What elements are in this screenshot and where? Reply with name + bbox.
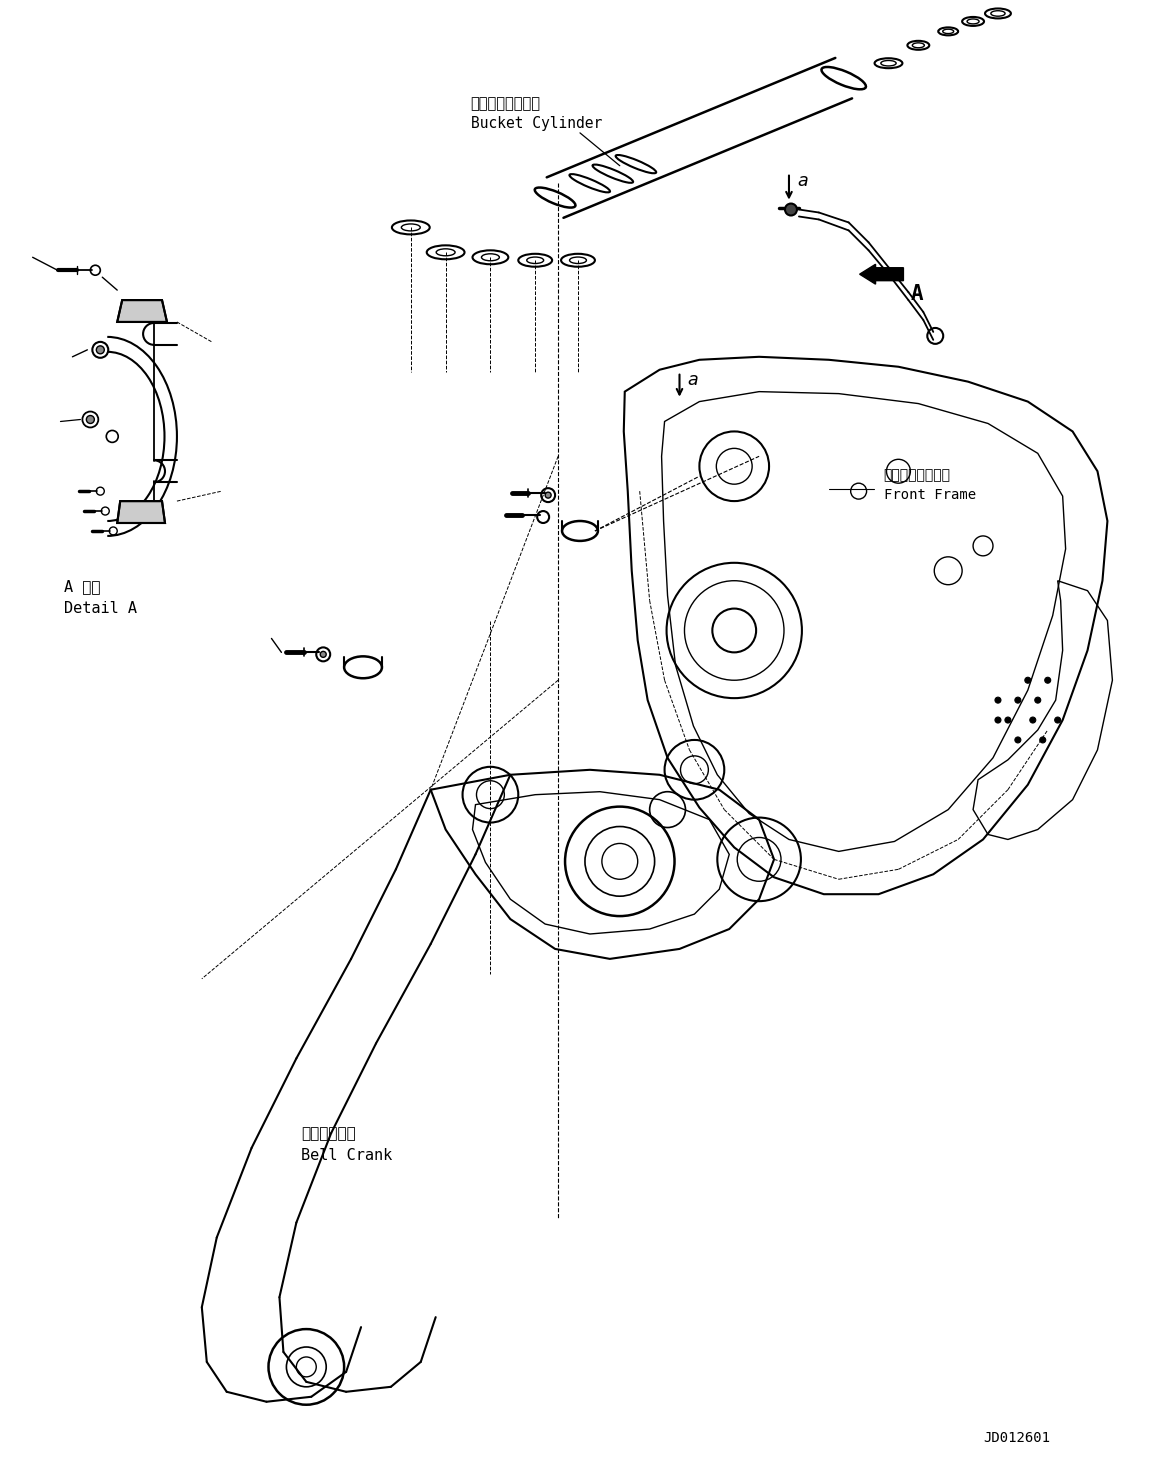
Circle shape: [86, 415, 95, 424]
Text: ベルクランク: ベルクランク: [301, 1126, 356, 1141]
Text: Detail A: Detail A: [65, 600, 137, 615]
Text: A: A: [911, 284, 924, 305]
Circle shape: [785, 204, 797, 216]
Circle shape: [97, 345, 104, 354]
Circle shape: [995, 696, 1001, 704]
Polygon shape: [118, 300, 167, 322]
Circle shape: [1030, 717, 1035, 723]
Circle shape: [545, 492, 551, 498]
Circle shape: [1040, 737, 1046, 743]
Circle shape: [1034, 696, 1041, 704]
FancyArrow shape: [860, 264, 904, 284]
Text: Front Frame: Front Frame: [883, 488, 975, 503]
Text: フロントフレーム: フロントフレーム: [883, 468, 950, 482]
Text: バケットシリンダ: バケットシリンダ: [470, 96, 541, 111]
Text: a: a: [687, 370, 699, 389]
Circle shape: [1015, 696, 1020, 704]
Text: JD012601: JD012601: [984, 1431, 1050, 1444]
Circle shape: [1015, 737, 1020, 743]
Circle shape: [321, 651, 326, 657]
Circle shape: [1025, 678, 1031, 683]
Circle shape: [1005, 717, 1011, 723]
Circle shape: [1045, 678, 1050, 683]
Circle shape: [995, 717, 1001, 723]
Text: A 詳細: A 詳細: [65, 578, 101, 593]
Text: Bell Crank: Bell Crank: [301, 1148, 392, 1163]
Text: Bucket Cylinder: Bucket Cylinder: [470, 117, 602, 131]
Polygon shape: [118, 501, 165, 523]
Text: a: a: [797, 172, 808, 189]
Circle shape: [1055, 717, 1061, 723]
